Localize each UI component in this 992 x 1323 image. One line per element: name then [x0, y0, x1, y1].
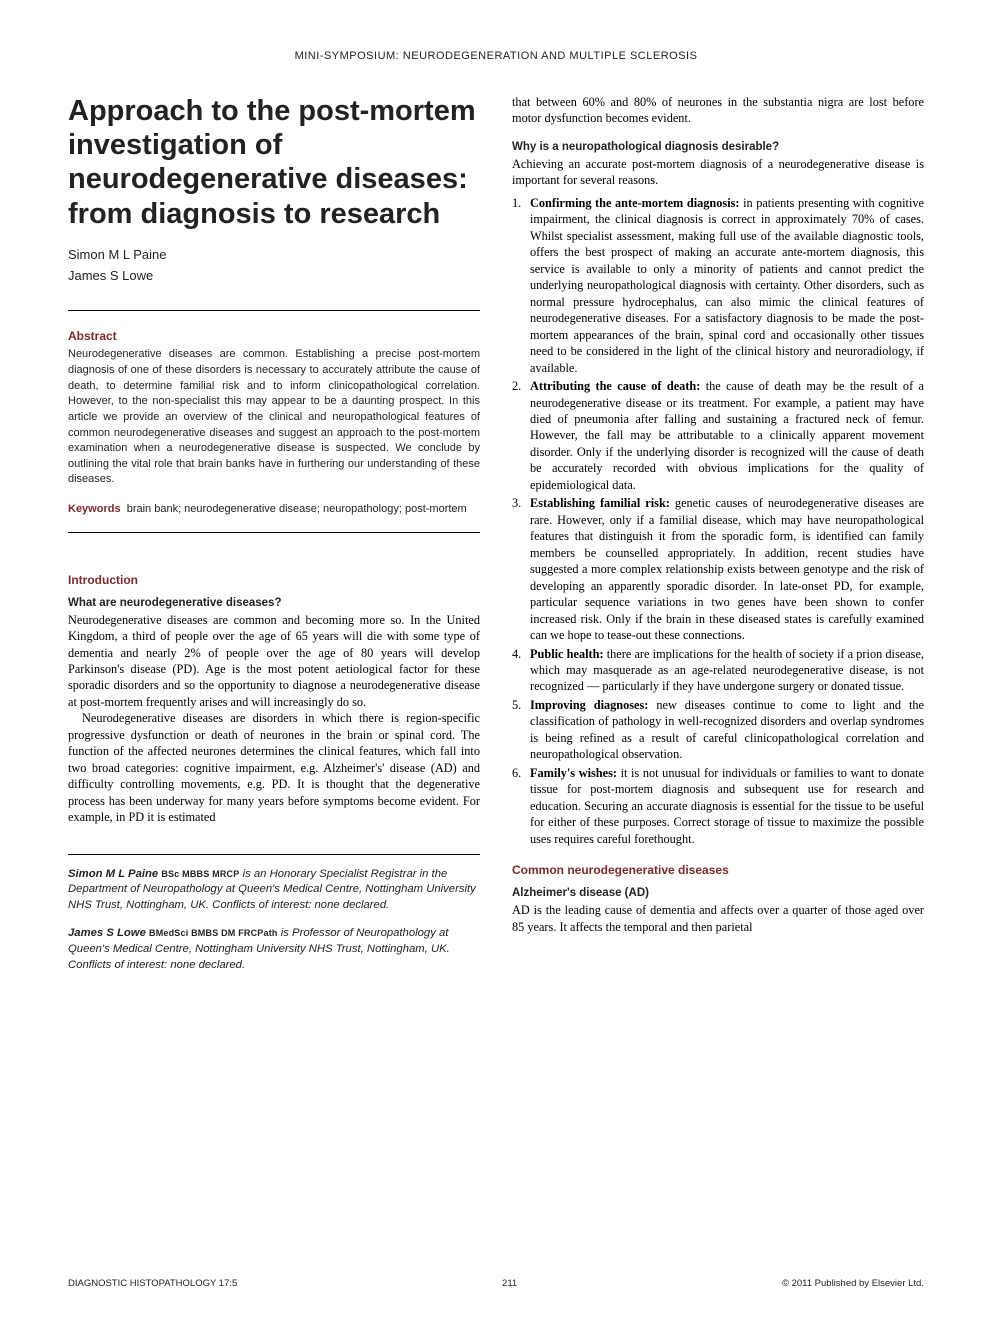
list-text: genetic causes of neurodegenerative dise…	[530, 496, 924, 642]
keywords-label: Keywords	[68, 503, 121, 515]
author-list: Simon M L Paine James S Lowe	[68, 245, 480, 287]
ad-paragraph: AD is the leading cause of dementia and …	[512, 902, 924, 935]
reasons-list: Confirming the ante-mortem diagnosis: in…	[512, 195, 924, 847]
footer-copyright: © 2011 Published by Elsevier Ltd.	[782, 1278, 924, 1289]
list-item: Establishing familial risk: genetic caus…	[512, 495, 924, 643]
author-name: James S Lowe	[68, 266, 480, 287]
list-text: in patients presenting with cognitive im…	[530, 196, 924, 375]
list-item: Improving diagnoses: new diseases contin…	[512, 697, 924, 763]
divider	[68, 854, 480, 855]
keywords-text-value: brain bank; neurodegenerative disease; n…	[127, 503, 467, 515]
list-term: Family's wishes:	[530, 766, 617, 780]
author-name: Simon M L Paine	[68, 245, 480, 266]
common-diseases-heading: Common neurodegenerative diseases	[512, 863, 924, 877]
symposium-header: MINI-SYMPOSIUM: NEURODEGENERATION AND MU…	[68, 50, 924, 62]
introduction-heading: Introduction	[68, 573, 480, 587]
intro-paragraph: Neurodegenerative diseases are disorders…	[68, 710, 480, 825]
author-bio: Simon M L Paine BSc MBBS MRCP is an Hono…	[68, 867, 480, 914]
right-column: that between 60% and 80% of neurones in …	[512, 94, 924, 974]
bio-name: James S Lowe	[68, 927, 146, 939]
divider	[68, 532, 480, 533]
two-column-layout: Approach to the post-mortem investigatio…	[68, 94, 924, 974]
why-subheading: Why is a neuropathological diagnosis des…	[512, 141, 924, 153]
author-bio: James S Lowe BMedSci BMBS DM FRCPath is …	[68, 926, 480, 973]
keywords-block: Keywords brain bank; neurodegenerative d…	[68, 502, 480, 518]
footer-journal: DIAGNOSTIC HISTOPATHOLOGY 17:5	[68, 1278, 237, 1289]
list-item: Attributing the cause of death: the caus…	[512, 378, 924, 493]
list-item: Confirming the ante-mortem diagnosis: in…	[512, 195, 924, 376]
list-term: Improving diagnoses:	[530, 698, 648, 712]
bio-name: Simon M L Paine	[68, 868, 158, 880]
lead-paragraph: Achieving an accurate post-mortem diagno…	[512, 156, 924, 189]
article-title: Approach to the post-mortem investigatio…	[68, 94, 480, 231]
footer-page-number: 211	[502, 1278, 517, 1289]
list-text: the cause of death may be the result of …	[530, 379, 924, 492]
list-term: Public health:	[530, 647, 604, 661]
left-column: Approach to the post-mortem investigatio…	[68, 94, 480, 974]
list-term: Attributing the cause of death:	[530, 379, 700, 393]
divider	[68, 310, 480, 311]
bio-degree: BSc MBBS MRCP	[161, 869, 239, 879]
list-item: Family's wishes: it is not unusual for i…	[512, 765, 924, 847]
list-item: Public health: there are implications fo…	[512, 646, 924, 695]
list-term: Establishing familial risk:	[530, 496, 670, 510]
continuation-paragraph: that between 60% and 80% of neurones in …	[512, 94, 924, 127]
intro-subheading: What are neurodegenerative diseases?	[68, 597, 480, 609]
bio-degree: BMedSci BMBS DM FRCPath	[149, 928, 278, 938]
abstract-text: Neurodegenerative diseases are common. E…	[68, 347, 480, 487]
ad-subheading: Alzheimer's disease (AD)	[512, 887, 924, 899]
abstract-heading: Abstract	[68, 329, 480, 343]
intro-paragraph: Neurodegenerative diseases are common an…	[68, 612, 480, 711]
list-term: Confirming the ante-mortem diagnosis:	[530, 196, 740, 210]
page-footer: DIAGNOSTIC HISTOPATHOLOGY 17:5 211 © 201…	[68, 1278, 924, 1289]
